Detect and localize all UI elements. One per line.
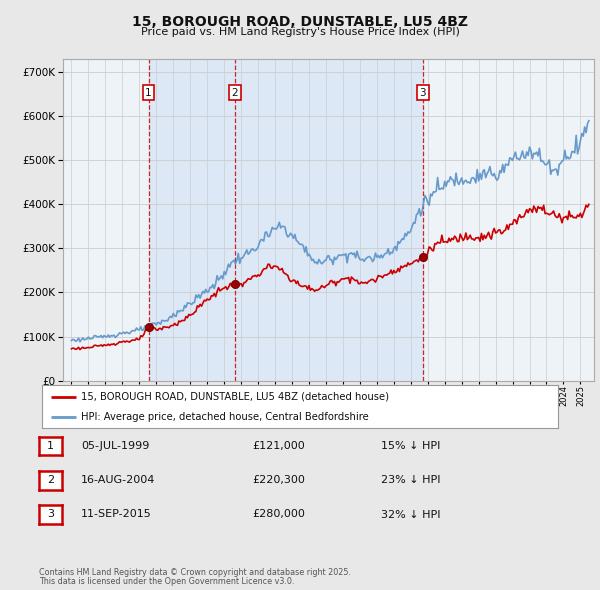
Text: 32% ↓ HPI: 32% ↓ HPI bbox=[381, 510, 440, 519]
Text: £280,000: £280,000 bbox=[252, 510, 305, 519]
Text: 15, BOROUGH ROAD, DUNSTABLE, LU5 4BZ: 15, BOROUGH ROAD, DUNSTABLE, LU5 4BZ bbox=[132, 15, 468, 29]
Text: 1: 1 bbox=[47, 441, 54, 451]
Text: £121,000: £121,000 bbox=[252, 441, 305, 451]
Text: HPI: Average price, detached house, Central Bedfordshire: HPI: Average price, detached house, Cent… bbox=[80, 412, 368, 422]
Text: 05-JUL-1999: 05-JUL-1999 bbox=[81, 441, 149, 451]
Text: 23% ↓ HPI: 23% ↓ HPI bbox=[381, 476, 440, 485]
Text: 1: 1 bbox=[145, 88, 152, 98]
Text: £220,300: £220,300 bbox=[252, 476, 305, 485]
Text: This data is licensed under the Open Government Licence v3.0.: This data is licensed under the Open Gov… bbox=[39, 578, 295, 586]
Bar bbox=[149, 59, 423, 381]
Text: 3: 3 bbox=[47, 510, 54, 519]
Text: 11-SEP-2015: 11-SEP-2015 bbox=[81, 510, 152, 519]
Text: Price paid vs. HM Land Registry's House Price Index (HPI): Price paid vs. HM Land Registry's House … bbox=[140, 27, 460, 37]
Text: 3: 3 bbox=[419, 88, 426, 98]
Text: 15% ↓ HPI: 15% ↓ HPI bbox=[381, 441, 440, 451]
Text: 2: 2 bbox=[47, 476, 54, 485]
Text: 2: 2 bbox=[232, 88, 238, 98]
Text: 16-AUG-2004: 16-AUG-2004 bbox=[81, 476, 155, 485]
Text: 15, BOROUGH ROAD, DUNSTABLE, LU5 4BZ (detached house): 15, BOROUGH ROAD, DUNSTABLE, LU5 4BZ (de… bbox=[80, 392, 389, 402]
Text: Contains HM Land Registry data © Crown copyright and database right 2025.: Contains HM Land Registry data © Crown c… bbox=[39, 568, 351, 577]
